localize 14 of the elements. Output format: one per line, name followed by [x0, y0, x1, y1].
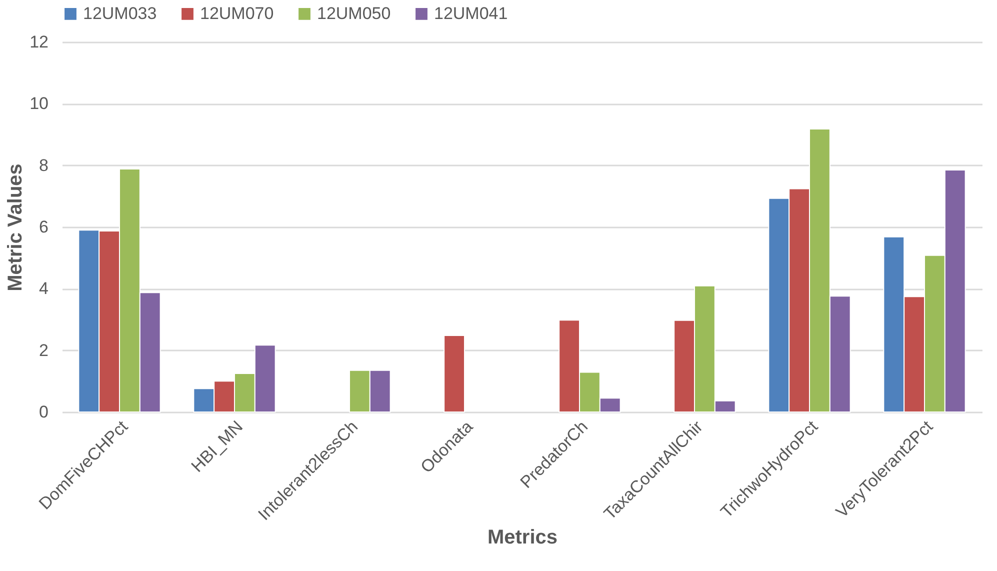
y-tick-label: 4	[39, 279, 48, 298]
y-axis-title: Metric Values	[4, 164, 27, 292]
bar	[444, 335, 465, 412]
legend-label: 12UM050	[317, 4, 391, 23]
x-axis-title: Metrics	[487, 526, 558, 548]
y-tick-label: 8	[39, 156, 48, 175]
y-tick-label: 0	[39, 402, 48, 422]
legend-label: 12UM041	[434, 4, 508, 23]
y-tick-label: 12	[30, 32, 48, 52]
legend-label: 12UM033	[83, 4, 157, 23]
y-tick-label: 2	[39, 340, 48, 360]
y-tick-label: 6	[39, 218, 48, 236]
legend-label: 12UM070	[200, 4, 274, 23]
y-tick-label: 10	[30, 94, 48, 114]
